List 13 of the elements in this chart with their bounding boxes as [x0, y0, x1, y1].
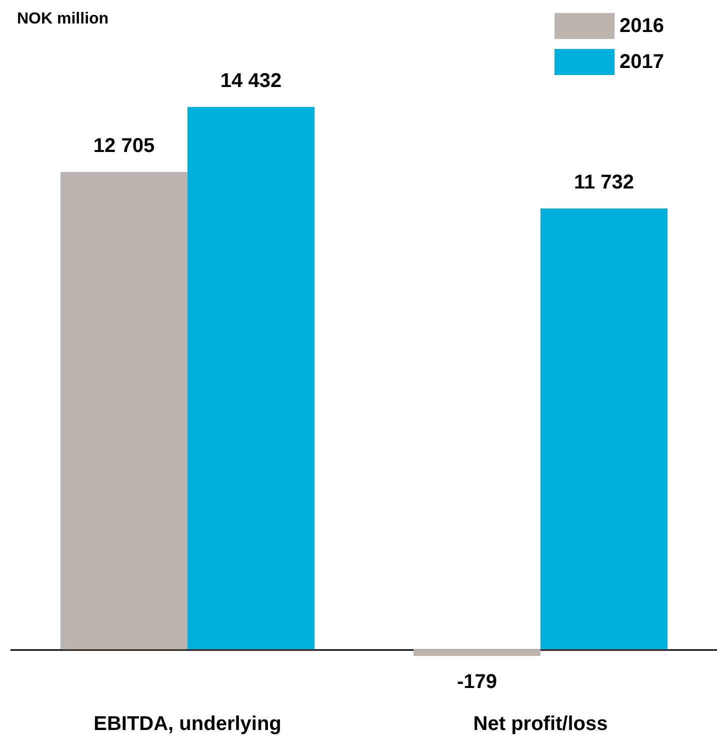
legend-label: 2016 [620, 15, 664, 37]
data-label: -179 [456, 671, 498, 693]
data-label: 14 432 [220, 70, 282, 92]
bar [188, 107, 314, 650]
bar [540, 208, 668, 650]
x-tick-label: Net profit/loss [473, 713, 608, 735]
legend-label: 2017 [620, 51, 664, 73]
bar [60, 172, 188, 650]
bar [414, 649, 540, 656]
data-label: 11 732 [574, 171, 634, 194]
data-label: 12 705 [93, 134, 155, 157]
x-tick-label: EBITDA, underlying [94, 713, 282, 735]
y-axis-title: NOK million [17, 10, 109, 28]
